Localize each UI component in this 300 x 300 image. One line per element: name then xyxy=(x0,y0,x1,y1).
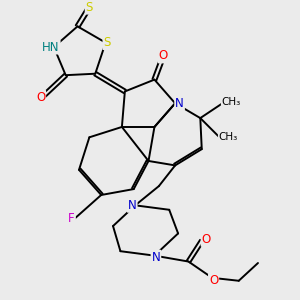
Text: O: O xyxy=(159,50,168,62)
Text: HN: HN xyxy=(42,40,60,54)
Text: N: N xyxy=(152,250,160,264)
Text: CH₃: CH₃ xyxy=(219,132,238,142)
Text: S: S xyxy=(103,36,111,49)
Text: CH₃: CH₃ xyxy=(222,97,241,107)
Text: O: O xyxy=(202,233,211,246)
Text: O: O xyxy=(209,274,218,287)
Text: O: O xyxy=(36,91,45,104)
Text: N: N xyxy=(175,97,184,110)
Text: F: F xyxy=(68,212,75,225)
Text: N: N xyxy=(128,199,136,212)
Text: S: S xyxy=(86,1,93,13)
